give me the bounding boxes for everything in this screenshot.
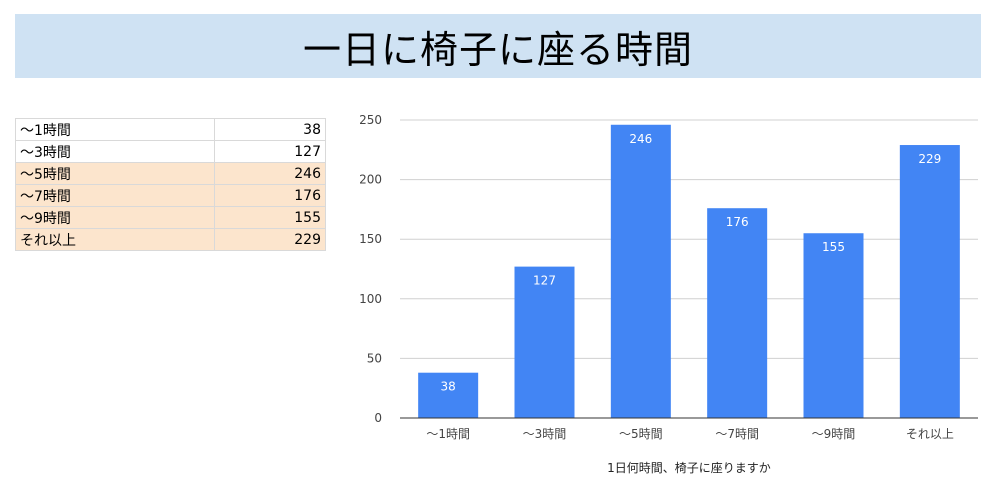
bar-value-label: 127 bbox=[533, 274, 556, 288]
table-row: ～7時間 176 bbox=[14, 184, 326, 207]
table-row: ～3時間 127 bbox=[14, 140, 326, 163]
bar-value-label: 38 bbox=[441, 380, 456, 394]
table-row: ～5時間 246 bbox=[14, 162, 326, 185]
row-value-cell[interactable]: 246 bbox=[214, 162, 326, 185]
y-tick-label: 200 bbox=[359, 173, 382, 187]
y-tick-label: 150 bbox=[359, 232, 382, 246]
row-label-cell[interactable]: それ以上 bbox=[14, 228, 216, 251]
row-label-cell[interactable]: ～3時間 bbox=[14, 140, 216, 163]
bar-5[interactable] bbox=[803, 233, 864, 418]
bar-value-label: 155 bbox=[822, 240, 845, 254]
bar-2[interactable] bbox=[514, 266, 575, 418]
x-tick-label: ～7時間 bbox=[715, 427, 759, 441]
table-row: それ以上 229 bbox=[14, 228, 326, 251]
bar-value-label: 246 bbox=[629, 132, 652, 146]
bar-value-label: 176 bbox=[726, 215, 749, 229]
data-table-body: ～1時間 38 ～3時間 127 ～5時間 246 ～7時間 176 ～9時間 … bbox=[14, 118, 326, 251]
data-table: ～1時間 38 ～3時間 127 ～5時間 246 ～7時間 176 ～9時間 … bbox=[14, 118, 326, 251]
row-value-cell[interactable]: 127 bbox=[214, 140, 326, 163]
row-value-cell[interactable]: 176 bbox=[214, 184, 326, 207]
row-label-cell[interactable]: ～1時間 bbox=[14, 118, 216, 141]
row-label-cell[interactable]: ～7時間 bbox=[14, 184, 216, 207]
axes: 0 50 100 150 200 250 ～1時間 ～3時間 ～5時間 ～7時間 ～9時間 それ以上 bbox=[359, 113, 978, 441]
y-tick-label: 250 bbox=[359, 113, 382, 127]
table-row: ～1時間 38 bbox=[14, 118, 326, 141]
y-tick-label: 50 bbox=[367, 351, 382, 365]
bar-6[interactable] bbox=[899, 145, 960, 419]
bar-3[interactable] bbox=[610, 124, 671, 418]
x-tick-label: ～9時間 bbox=[812, 427, 856, 441]
x-axis-title: 1日何時間、椅子に座りますか bbox=[607, 460, 771, 475]
row-label-cell[interactable]: ～5時間 bbox=[14, 162, 216, 185]
bar-1[interactable] bbox=[418, 372, 479, 418]
x-tick-label: ～3時間 bbox=[523, 427, 567, 441]
x-tick-label: ～1時間 bbox=[426, 427, 470, 441]
gridlines bbox=[400, 119, 978, 359]
row-value-cell[interactable]: 229 bbox=[214, 228, 326, 251]
bar-value-label: 229 bbox=[918, 152, 941, 166]
x-tick-label: ～5時間 bbox=[619, 427, 663, 441]
bar-4[interactable] bbox=[707, 208, 768, 418]
bars: 38 127 246 176 155 229 bbox=[418, 124, 960, 419]
x-tick-label: それ以上 bbox=[906, 427, 954, 441]
page-title: 一日に椅子に座る時間 bbox=[302, 27, 693, 72]
row-value-cell[interactable]: 155 bbox=[214, 206, 326, 229]
title-banner: 一日に椅子に座る時間 bbox=[15, 14, 981, 78]
y-tick-label: 0 bbox=[374, 411, 382, 425]
bar-chart-svg: 38 127 246 176 155 229 0 50 100 150 200 250 ～1時間 ～3時… bbox=[359, 113, 978, 475]
row-label-cell[interactable]: ～9時間 bbox=[14, 206, 216, 229]
row-value-cell[interactable]: 38 bbox=[214, 118, 326, 141]
table-row: ～9時間 155 bbox=[14, 206, 326, 229]
y-tick-label: 100 bbox=[359, 292, 382, 306]
bar-chart: 38 127 246 176 155 229 0 50 100 150 200 250 ～1時間 ～3時… bbox=[340, 100, 990, 490]
